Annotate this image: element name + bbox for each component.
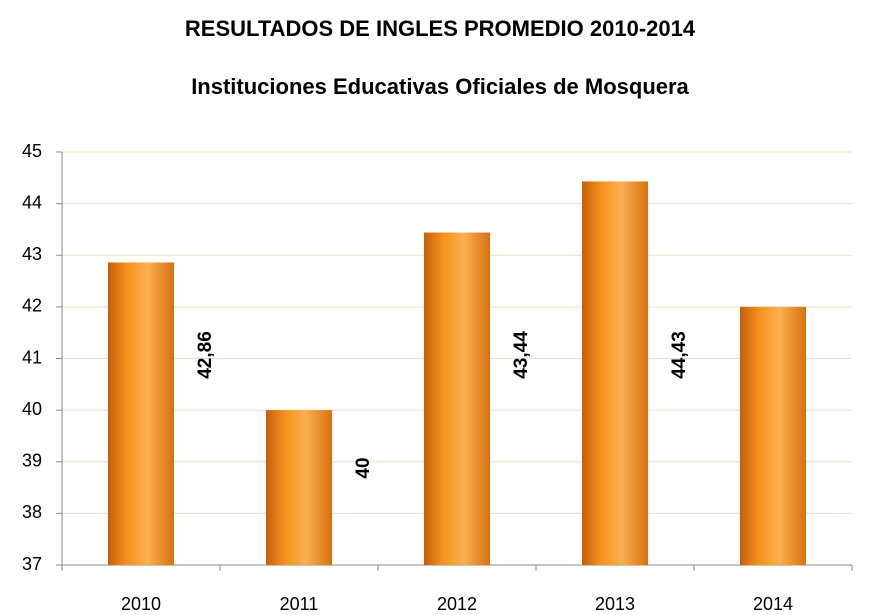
y-tick-label: 41 — [22, 347, 42, 367]
bar — [582, 181, 648, 565]
bar — [266, 410, 332, 565]
y-tick-label: 42 — [22, 296, 42, 316]
y-tick-label: 45 — [22, 141, 42, 161]
x-tick-label: 2011 — [280, 594, 319, 614]
y-tick-label: 39 — [22, 451, 42, 471]
y-tick-label: 44 — [22, 192, 42, 212]
value-label: 44,43 — [669, 331, 690, 379]
value-label: 42,86 — [195, 331, 216, 379]
bar — [424, 232, 490, 565]
x-tick-label: 2013 — [595, 594, 635, 614]
value-label: 40 — [353, 457, 374, 478]
y-tick-label: 43 — [22, 244, 42, 264]
y-tick-label: 38 — [22, 502, 42, 522]
bar — [740, 306, 806, 565]
value-label: 43,44 — [511, 331, 532, 379]
chart-subtitle: Instituciones Educativas Oficiales de Mo… — [191, 74, 689, 99]
x-tick-label: 2010 — [121, 594, 161, 614]
y-tick-label: 37 — [22, 554, 42, 574]
bar — [108, 262, 174, 565]
x-tick-label: 2014 — [753, 594, 793, 614]
x-tick-label: 2012 — [437, 594, 477, 614]
chart-title: RESULTADOS DE INGLES PROMEDIO 2010-2014 — [185, 16, 696, 41]
y-tick-label: 40 — [22, 399, 42, 419]
